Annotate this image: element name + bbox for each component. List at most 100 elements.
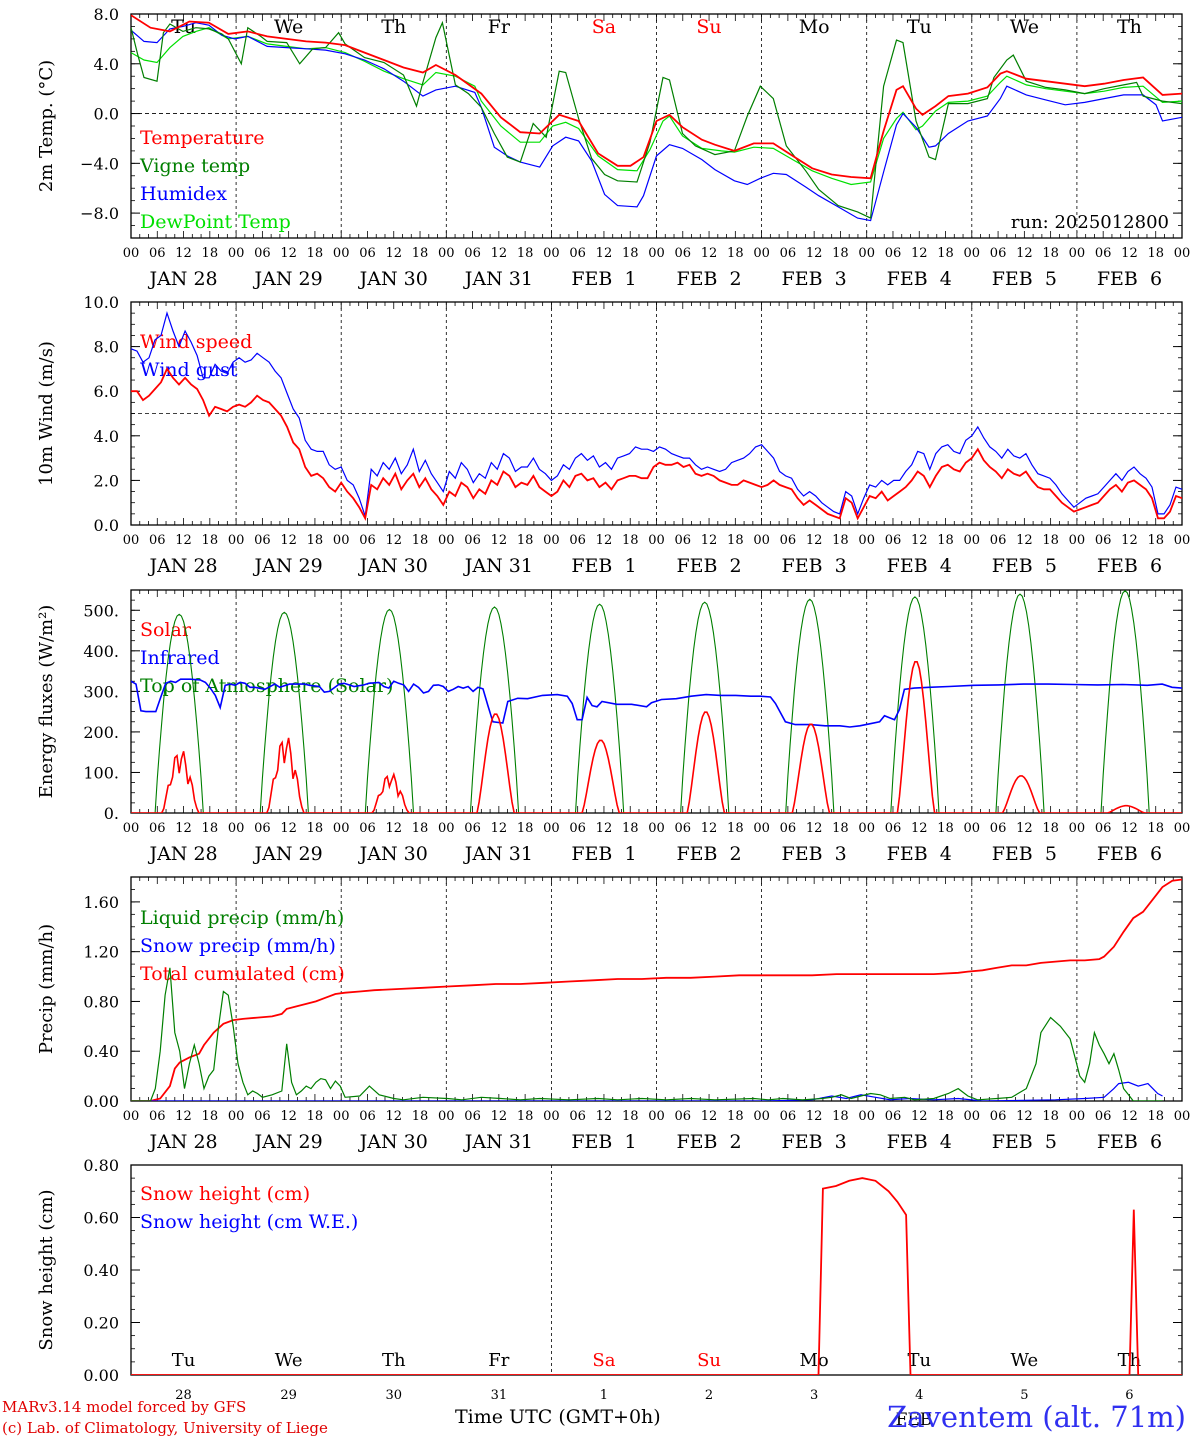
weekday-label: Su xyxy=(696,16,721,38)
y-tick-label: 6.0 xyxy=(94,382,119,401)
hour-label: 00 xyxy=(1069,533,1086,548)
hour-label: 00 xyxy=(1174,1109,1191,1124)
hour-label: 12 xyxy=(175,533,192,548)
hour-label: 12 xyxy=(1121,246,1138,261)
hour-label: 18 xyxy=(937,533,954,548)
day-label: JAN 31 xyxy=(463,1131,533,1153)
hour-label: 00 xyxy=(333,821,350,836)
hour-label: 18 xyxy=(412,821,429,836)
hour-label: 00 xyxy=(1174,246,1191,261)
hour-label: 00 xyxy=(123,821,140,836)
legend-entry: Snow precip (mm/h) xyxy=(140,935,336,957)
hour-label: 06 xyxy=(254,246,271,261)
y-tick-label: 10.0 xyxy=(83,293,119,312)
feb-label: FEB xyxy=(896,1410,933,1430)
hour-label: 12 xyxy=(701,821,718,836)
series-toa-solar xyxy=(131,590,1182,813)
hour-label: 18 xyxy=(937,821,954,836)
hour-label: 06 xyxy=(885,246,902,261)
hour-label: 00 xyxy=(543,246,560,261)
y-tick-label: −4.0 xyxy=(80,154,119,173)
hour-label: 18 xyxy=(1147,533,1164,548)
hour-label: 12 xyxy=(596,821,613,836)
hour-label: 00 xyxy=(648,1109,665,1124)
day-label: FEB 3 xyxy=(782,555,847,577)
y-axis-label: Energy fluxes (W/m²) xyxy=(36,605,57,799)
hour-label: 12 xyxy=(385,821,402,836)
day-label: FEB 3 xyxy=(782,843,847,865)
hour-label: 12 xyxy=(280,246,297,261)
hour-label: 12 xyxy=(385,1109,402,1124)
weekday-label: Fr xyxy=(488,1350,509,1371)
panel-energy: 500. 400. 300. 200. 100. 0. Energy fluxes (W/m… xyxy=(36,589,1191,865)
hour-label: 12 xyxy=(491,533,508,548)
hour-label: 18 xyxy=(1042,533,1059,548)
day-number-label: 4 xyxy=(915,1388,923,1403)
hour-label: 00 xyxy=(438,246,455,261)
day-label: JAN 29 xyxy=(253,268,323,290)
day-label: FEB 1 xyxy=(571,843,636,865)
day-label: FEB 6 xyxy=(1097,555,1162,577)
hour-label: 06 xyxy=(359,246,376,261)
hour-label: 18 xyxy=(517,821,534,836)
hour-label: 18 xyxy=(622,821,639,836)
hour-label: 06 xyxy=(254,533,271,548)
legend-entry: Wind speed xyxy=(140,331,252,353)
hour-label: 00 xyxy=(123,533,140,548)
hour-label: 18 xyxy=(727,246,744,261)
day-label: FEB 5 xyxy=(992,1131,1057,1153)
hour-label: 00 xyxy=(333,246,350,261)
panel-precip: 1.60 1.20 0.80 0.40 0.00 Precip (mm/h) 00 06 12 1… xyxy=(36,876,1191,1153)
hour-label: 00 xyxy=(333,1109,350,1124)
hour-label: 00 xyxy=(123,1109,140,1124)
hour-label: 12 xyxy=(175,821,192,836)
hour-label: 18 xyxy=(1042,1109,1059,1124)
y-tick-label: 200. xyxy=(83,723,119,742)
weekday-label: We xyxy=(1011,1350,1039,1371)
hour-label: 06 xyxy=(569,246,586,261)
hour-label: 06 xyxy=(1095,821,1112,836)
hour-label: 18 xyxy=(622,1109,639,1124)
y-tick-label: 0.00 xyxy=(83,1366,119,1385)
hour-label: 18 xyxy=(307,821,324,836)
hour-label: 00 xyxy=(964,1109,981,1124)
hour-label: 00 xyxy=(1174,821,1191,836)
day-label: FEB 2 xyxy=(676,843,741,865)
hour-label: 12 xyxy=(701,533,718,548)
hour-label: 18 xyxy=(1147,1109,1164,1124)
y-axis-label: Snow height (cm) xyxy=(36,1189,57,1350)
hour-label: 06 xyxy=(149,246,166,261)
legend-entry: DewPoint Temp xyxy=(140,211,291,233)
day-label: FEB 5 xyxy=(992,555,1057,577)
day-label: JAN 29 xyxy=(253,555,323,577)
hour-label: 00 xyxy=(648,821,665,836)
hour-label: 12 xyxy=(491,246,508,261)
y-tick-label: 300. xyxy=(83,682,119,701)
y-axis-label: Precip (mm/h) xyxy=(36,924,57,1054)
hour-label: 00 xyxy=(648,533,665,548)
hour-label: 00 xyxy=(858,533,875,548)
hour-label: 06 xyxy=(464,533,481,548)
hour-label: 18 xyxy=(622,246,639,261)
hour-label: 06 xyxy=(990,246,1007,261)
legend-entry: Temperature xyxy=(140,127,264,149)
hour-label: 06 xyxy=(990,1109,1007,1124)
hour-label: 00 xyxy=(964,246,981,261)
series-snow-precip-mm-h- xyxy=(131,1081,1163,1101)
day-label: JAN 29 xyxy=(253,843,323,865)
hour-label: 12 xyxy=(911,533,928,548)
hour-label: 18 xyxy=(307,246,324,261)
weekday-label: Mo xyxy=(799,16,830,38)
hour-label: 06 xyxy=(1095,533,1112,548)
hour-label: 06 xyxy=(254,1109,271,1124)
day-label: JAN 28 xyxy=(147,268,217,290)
day-number-label: 28 xyxy=(175,1388,192,1403)
hour-label: 18 xyxy=(622,533,639,548)
hour-label: 06 xyxy=(675,821,692,836)
day-label: JAN 30 xyxy=(358,555,428,577)
day-label: FEB 3 xyxy=(782,1131,847,1153)
hour-label: 18 xyxy=(1147,246,1164,261)
y-tick-label: 1.60 xyxy=(83,893,119,912)
day-label: FEB 2 xyxy=(676,555,741,577)
